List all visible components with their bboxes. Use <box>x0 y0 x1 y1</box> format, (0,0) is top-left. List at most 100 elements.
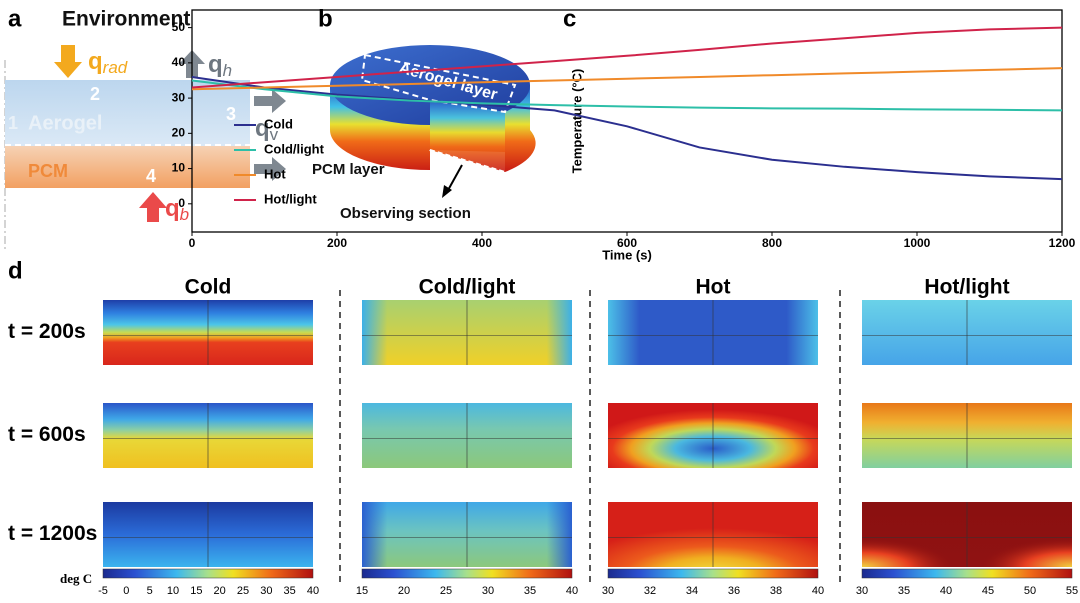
flux-label: qh <box>208 51 232 80</box>
pointer <box>446 164 463 193</box>
panel-label: d <box>8 257 23 284</box>
legend-label: Hot/light <box>264 191 317 206</box>
colorbar-tick-label: 30 <box>482 585 494 597</box>
colorbar-tick-label: 35 <box>524 585 536 597</box>
panel-label: a <box>8 5 22 32</box>
colorbar-tick-label: 0 <box>123 585 129 597</box>
colorbar-tick-label: 25 <box>440 585 452 597</box>
series-line <box>191 75 1063 181</box>
x-tick-label: 200 <box>327 236 347 250</box>
column-title: Hot <box>696 276 731 299</box>
colorbar-tick-label: 15 <box>190 585 202 597</box>
pointer-head <box>442 185 452 198</box>
observing-section-label: Observing section <box>340 205 471 222</box>
separators <box>339 290 841 585</box>
row-label: t = 200s <box>8 320 86 343</box>
x-tick-label: 800 <box>762 236 782 250</box>
legend-label: Cold/light <box>264 141 325 156</box>
colorbar-tick-label: 30 <box>856 585 868 597</box>
y-tick-label: 10 <box>172 161 186 175</box>
colorbar-tick-label: 40 <box>566 585 578 597</box>
flux-subscript: h <box>223 61 232 80</box>
column-title: Hot/light <box>924 276 1009 299</box>
y-tick-label: 30 <box>172 90 186 104</box>
arrow-qb <box>139 192 167 222</box>
flux-subscript: rad <box>103 58 128 77</box>
colorbar-tick-label: 5 <box>147 585 153 597</box>
panel-label: c <box>563 5 576 32</box>
y-tick-label: 40 <box>172 55 186 69</box>
node-label: 2 <box>90 84 100 104</box>
panel-a <box>4 45 286 250</box>
section-outline <box>429 149 516 183</box>
colorbar-tick-label: 38 <box>770 585 782 597</box>
colorbar <box>607 568 819 579</box>
flux-symbol: q <box>255 115 270 142</box>
node-label: 3 <box>226 104 236 124</box>
x-tick-label: 400 <box>472 236 492 250</box>
row-label: t = 600s <box>8 423 86 446</box>
colorbar-tick-label: 20 <box>214 585 226 597</box>
colorbar-tick-label: 35 <box>284 585 296 597</box>
colorbar <box>361 568 573 579</box>
colorbar-tick-label: 15 <box>356 585 368 597</box>
pcm-layer-label: PCM layer <box>312 161 385 178</box>
pcm-layer <box>5 146 250 188</box>
colorbar-tick-label: -5 <box>98 585 108 597</box>
colorbar-tick-label: 32 <box>644 585 656 597</box>
colorbar-label: deg C <box>60 571 92 586</box>
y-tick-label: 50 <box>172 20 186 34</box>
series-line <box>191 67 1063 91</box>
node-label: 4 <box>146 166 156 186</box>
colorbar-tick-label: 40 <box>812 585 824 597</box>
x-axis-label: Time (s) <box>602 247 652 262</box>
colorbar-tick-label: 40 <box>307 585 319 597</box>
arrow-qv2 <box>254 157 286 181</box>
y-tick-label: 20 <box>172 126 186 140</box>
flux-label: qb <box>165 195 189 224</box>
series-line <box>191 26 1063 89</box>
x-tick-label: 1200 <box>1049 236 1076 250</box>
arrow-qrad <box>54 45 82 78</box>
colorbar-tick-label: 10 <box>167 585 179 597</box>
y-axis-label: Temperature (°C) <box>569 69 584 174</box>
flux-symbol: q <box>88 48 103 75</box>
node-label: 1 <box>8 113 18 133</box>
y-tick-label: 0 <box>178 196 185 210</box>
legend-label: Cold <box>264 116 293 131</box>
colorbar-tick-label: 35 <box>898 585 910 597</box>
legend-label: Hot <box>264 166 286 181</box>
colorbar-tick-label: 20 <box>398 585 410 597</box>
flux-subscript: b <box>180 205 189 224</box>
x-tick-label: 1000 <box>904 236 931 250</box>
column-title: Cold/light <box>419 276 516 299</box>
aerogel-layer <box>5 80 250 146</box>
layer-label: PCM <box>28 161 68 181</box>
colorbar <box>861 568 1073 579</box>
x-tick-label: 0 <box>189 236 196 250</box>
colorbar-tick-label: 25 <box>237 585 249 597</box>
colorbar-tick-label: 55 <box>1066 585 1078 597</box>
panel-label: b <box>318 5 333 32</box>
cut-face <box>430 100 505 172</box>
x-tick-label: 600 <box>617 236 637 250</box>
flux-subscript: v <box>270 125 279 144</box>
row-label: t = 1200s <box>8 522 97 545</box>
colorbar-tick-label: 30 <box>602 585 614 597</box>
colorbar-tick-label: 36 <box>728 585 740 597</box>
colorbar-tick-label: 30 <box>260 585 272 597</box>
colorbar-tick-label: 34 <box>686 585 698 597</box>
environment-title: Environment <box>62 8 190 31</box>
colorbar <box>102 568 314 579</box>
layer-label: Aerogel <box>28 112 102 134</box>
arrow-qv1 <box>254 89 286 113</box>
flux-label: qrad <box>88 48 128 77</box>
flux-label: qv <box>255 115 279 144</box>
colorbar-tick-label: 40 <box>940 585 952 597</box>
colorbar-tick-label: 50 <box>1024 585 1036 597</box>
flux-symbol: q <box>165 195 180 222</box>
flux-symbol: q <box>208 51 223 78</box>
series-line <box>191 79 1063 112</box>
